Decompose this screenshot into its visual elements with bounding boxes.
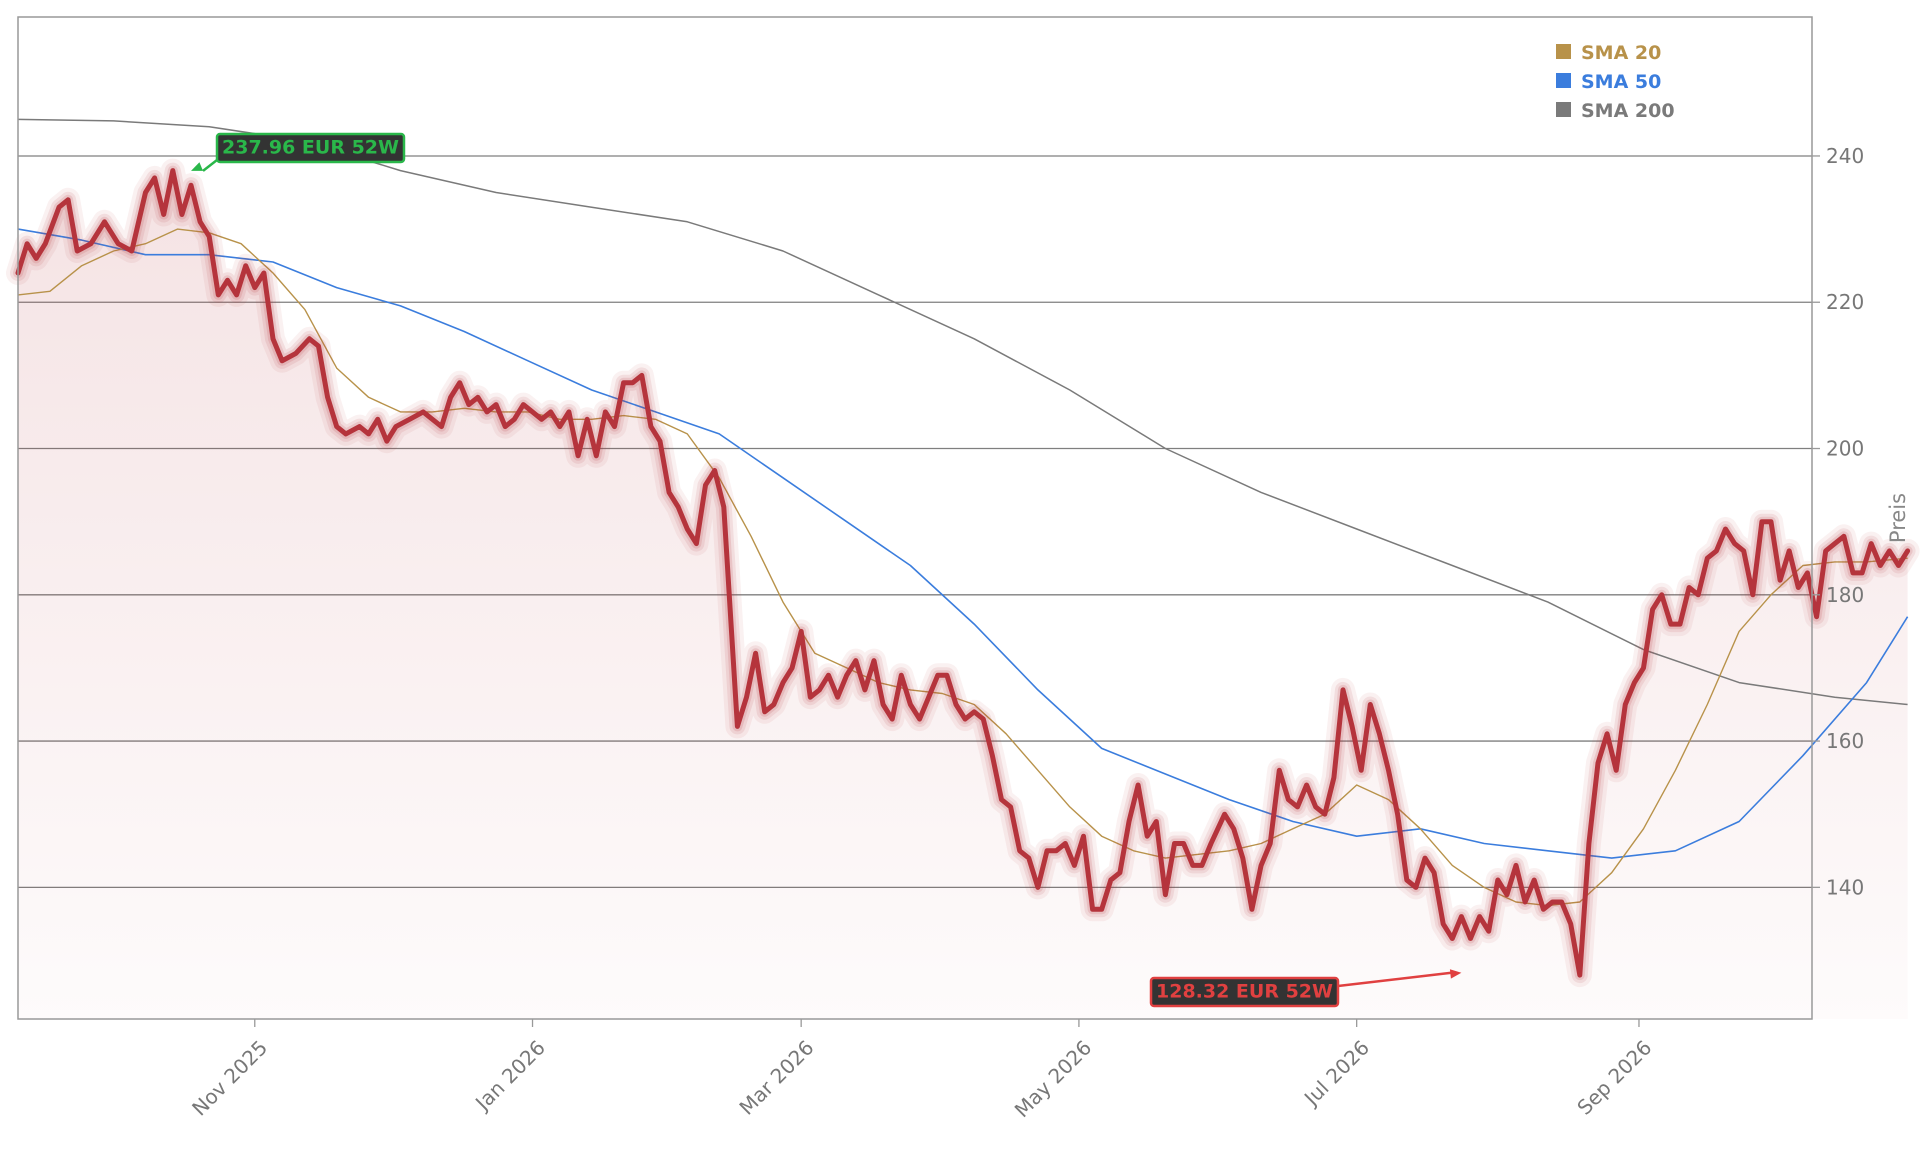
legend-swatch bbox=[1556, 73, 1571, 88]
low-annotation-arrow bbox=[1337, 971, 1452, 988]
y-tick-label: 140 bbox=[1826, 875, 1864, 899]
low-annotation-arrowhead bbox=[1449, 969, 1462, 979]
low-annotation: 128.32 EUR 52W bbox=[1149, 969, 1462, 1008]
price-line bbox=[15, 168, 1911, 978]
legend-swatch bbox=[1556, 102, 1571, 117]
x-tick-label: Jan 2026 bbox=[469, 1035, 550, 1116]
high-annotation-box bbox=[215, 132, 406, 164]
y-tick-label: 160 bbox=[1826, 729, 1864, 753]
price-area bbox=[18, 170, 1908, 1020]
y-tick-label: 200 bbox=[1826, 437, 1864, 461]
y-axis: 140 160 180 200 220 240 bbox=[1812, 144, 1864, 899]
sma50-line bbox=[17, 228, 1909, 859]
legend-label: SMA 200 bbox=[1581, 100, 1675, 122]
high-annotation-label: 237.96 EUR 52W bbox=[222, 137, 399, 159]
y-tick-label: 240 bbox=[1826, 144, 1864, 168]
high-annotation: 237.96 EUR 52W bbox=[191, 132, 406, 172]
y-tick-label: 180 bbox=[1826, 583, 1864, 607]
annotations: 237.96 EUR 52W 128.32 EUR 52W bbox=[191, 132, 1462, 1008]
legend: SMA 20 SMA 50 SMA 200 bbox=[1556, 42, 1675, 122]
x-tick-label: Mar 2026 bbox=[734, 1035, 818, 1119]
high-annotation-arrowhead bbox=[191, 162, 204, 171]
plot-frame bbox=[17, 16, 1813, 1020]
x-tick-label: Nov 2025 bbox=[187, 1035, 272, 1120]
series-layer bbox=[6, 118, 1920, 1020]
x-tick-label: Jul 2026 bbox=[1298, 1035, 1374, 1111]
x-tick-label: May 2026 bbox=[1010, 1035, 1097, 1122]
y-tick-label: 220 bbox=[1826, 290, 1864, 314]
x-tick-label: Sep 2026 bbox=[1572, 1035, 1656, 1119]
high-annotation-arrow bbox=[202, 159, 218, 172]
legend-swatch bbox=[1556, 44, 1571, 59]
y-axis-label: Preis bbox=[1886, 493, 1910, 543]
legend-label: SMA 20 bbox=[1581, 42, 1661, 64]
low-annotation-label: 128.32 EUR 52W bbox=[1156, 981, 1333, 1003]
legend-label: SMA 50 bbox=[1581, 71, 1661, 93]
low-annotation-box bbox=[1149, 976, 1340, 1008]
x-axis: Nov 2025 Jan 2026 Mar 2026 May 2026 Jul 2026… bbox=[187, 1019, 1656, 1122]
